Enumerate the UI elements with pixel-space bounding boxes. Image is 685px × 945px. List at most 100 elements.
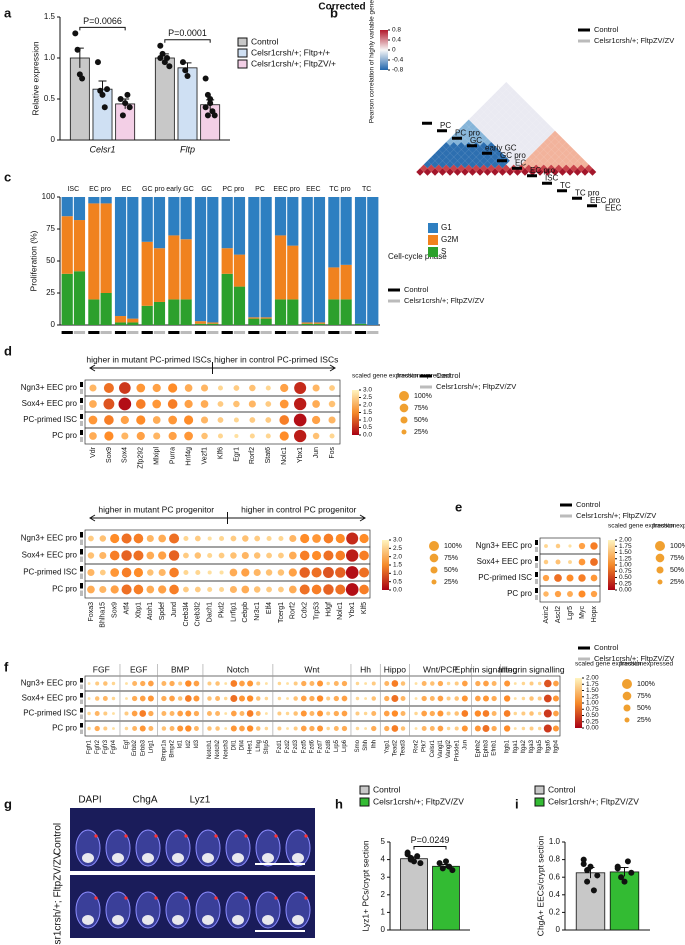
dot (158, 568, 166, 577)
condition-marker (301, 331, 313, 334)
condition-marker (80, 729, 83, 734)
size-legend-label: 50% (637, 705, 651, 712)
dot (311, 415, 321, 425)
eec-signal (124, 896, 128, 900)
size-legend-dot (622, 679, 632, 689)
gene-label: Fos (329, 447, 336, 459)
y-axis-label: ChgA+ EECs/crypt section (535, 836, 545, 937)
gene-label: Fzd5 (301, 739, 307, 753)
stacked-bar-segment (287, 245, 299, 300)
colorbar-tick-label: 1.25 (586, 693, 599, 700)
stain-label: DAPI (78, 795, 101, 806)
bar (575, 872, 606, 931)
dot (132, 726, 138, 731)
dot (253, 552, 261, 559)
dot (88, 535, 94, 542)
dot (384, 725, 390, 732)
dot (238, 695, 245, 702)
annotation: higher in control PC-primed ISCs (214, 354, 338, 364)
dot (278, 552, 284, 559)
data-point (443, 858, 449, 865)
colorbar-title: scaled gene expression (608, 523, 677, 530)
gene-label: Purra (170, 447, 177, 464)
gene-label: Smo (355, 739, 361, 752)
stacked-bar-segment (194, 321, 207, 324)
gene-label: Itga5 (537, 739, 543, 753)
dot (299, 584, 310, 595)
colorbar (608, 540, 615, 590)
gene-label: Hopx (591, 606, 598, 623)
dot (277, 726, 282, 731)
dot (215, 726, 220, 731)
dot (400, 696, 406, 701)
dot (461, 725, 468, 732)
condition-marker (73, 331, 86, 334)
dot (167, 399, 178, 409)
gene-label: Rorf2 (290, 602, 297, 619)
dot (193, 680, 200, 687)
legend-swatch (578, 39, 590, 43)
dot (323, 550, 334, 561)
eec-signal (184, 834, 188, 838)
dot (446, 681, 451, 686)
legend-label: G2M (441, 235, 459, 244)
cluster-label: EEC (605, 203, 622, 212)
dot (230, 695, 238, 702)
dot (158, 551, 167, 560)
dot (335, 584, 346, 595)
dot (293, 711, 298, 716)
y-tick-label: 0 (556, 925, 561, 934)
data-point (94, 59, 101, 66)
condition-marker (80, 430, 83, 435)
dot (371, 681, 376, 686)
crypt (225, 829, 251, 867)
colorbar-tick-label: 0.4 (392, 37, 401, 44)
dot (400, 681, 406, 686)
legend-swatch (428, 223, 438, 233)
gene-label: Jun (462, 740, 468, 750)
legend-label: Control (251, 36, 279, 46)
paneth-cell (142, 853, 154, 863)
dot (219, 535, 225, 542)
stacked-bar-segment (61, 197, 73, 217)
dot (265, 569, 273, 576)
crypt (195, 829, 221, 867)
dot (148, 726, 154, 731)
dot (87, 585, 95, 594)
dot (280, 383, 289, 393)
stacked-bar-segment (114, 322, 127, 325)
gene-label: Lfng (256, 740, 262, 752)
condition-marker (168, 331, 180, 334)
size-legend-label: 25% (670, 579, 684, 586)
legend-swatch (420, 385, 432, 389)
condition-marker (233, 331, 246, 334)
dot (110, 585, 119, 594)
size-legend-label: 100% (414, 393, 432, 400)
dot (246, 695, 254, 702)
dot (224, 712, 228, 715)
data-point (439, 865, 446, 872)
dot (218, 552, 225, 559)
legend-label: Control (404, 285, 429, 294)
stacked-bar-segment (61, 273, 73, 325)
size-legend-dot (429, 541, 439, 551)
dot (345, 566, 359, 579)
dot (521, 696, 526, 701)
stacked-bar-segment (274, 197, 287, 236)
stacked-bar-segment (301, 322, 313, 324)
stacked-bar-segment (367, 197, 379, 325)
dot (133, 567, 144, 578)
dot (437, 725, 444, 732)
cluster-label: EC (515, 158, 526, 167)
cluster-marker (422, 121, 432, 125)
stacked-bar-segment (301, 323, 313, 325)
y-tick-label: 1 (381, 908, 386, 917)
stacked-bar-segment (260, 318, 272, 325)
dot (104, 431, 114, 441)
dot (89, 432, 97, 440)
eec-signal (274, 896, 278, 900)
gene-label: Tead3 (401, 739, 407, 756)
dot (139, 710, 147, 717)
row-frame (84, 427, 341, 445)
size-legend-label: 25% (444, 579, 458, 586)
